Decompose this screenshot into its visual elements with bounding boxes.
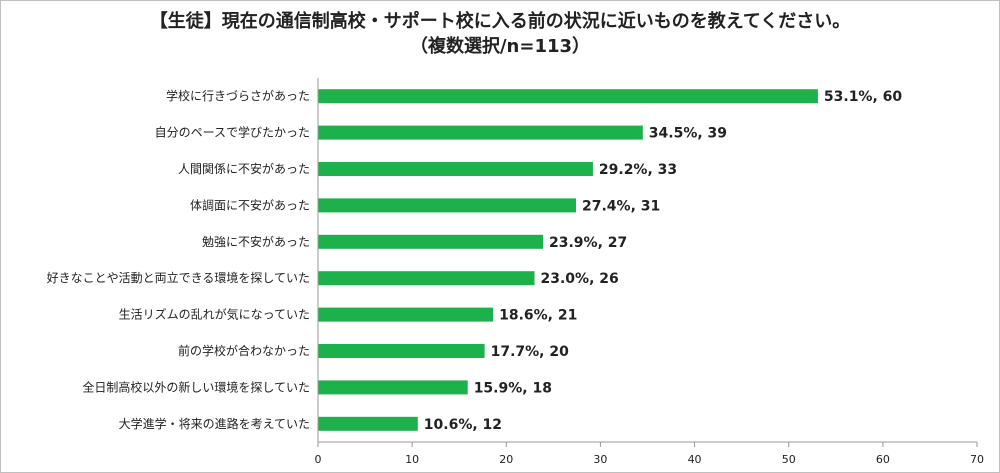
category-label: 大学進学・将来の進路を考えていた [119,416,310,431]
x-tick-label: 60 [876,453,890,466]
chart-subtitle: （複数選択/n=113） [409,36,591,57]
bar [318,416,418,431]
data-label: 15.9%, 18 [474,380,552,396]
x-tick-label: 40 [688,453,702,466]
bar [318,307,494,322]
category-label: 生活リズムの乱れが気になっていた [119,307,310,322]
category-label: 人間関係に不安があった [178,161,310,176]
x-tick-label: 10 [405,453,419,466]
chart-title: 【生徒】現在の通信制高校・サポート校に入る前の状況に近いものを教えてください。 [149,11,851,32]
bar [318,198,576,213]
bar [318,380,468,395]
category-label: 前の学校が合わなかった [178,343,310,358]
x-tick-label: 70 [970,453,984,466]
data-label: 34.5%, 39 [649,126,727,142]
bar [318,125,643,140]
bar [318,89,818,104]
category-label: 体調面に不安があった [190,197,310,212]
x-tick-label: 30 [593,453,607,466]
x-tick-label: 20 [499,453,513,466]
data-label: 23.9%, 27 [549,235,627,251]
bar [318,344,485,358]
x-tick-label: 50 [782,453,796,466]
bar [318,162,593,176]
data-label: 17.7%, 20 [491,344,570,360]
category-label: 学校に行きづらさがあった [166,88,310,103]
category-label: 全日制高校以外の新しい環境を探していた [82,379,310,394]
data-label: 27.4%, 31 [582,198,660,214]
data-label: 23.0%, 26 [541,271,619,287]
data-label: 29.2%, 33 [599,162,677,178]
bar [318,234,543,249]
data-label: 10.6%, 12 [424,417,502,433]
data-label: 18.6%, 21 [499,308,577,324]
bar [318,271,535,286]
x-tick-label: 0 [315,453,322,466]
category-label: 好きなことや活動と両立できる環境を探していた [47,270,310,285]
category-label: 勉強に不安があった [202,234,310,249]
data-label: 53.1%, 60 [824,89,903,105]
category-label: 自分のペースで学びたかった [155,125,310,140]
